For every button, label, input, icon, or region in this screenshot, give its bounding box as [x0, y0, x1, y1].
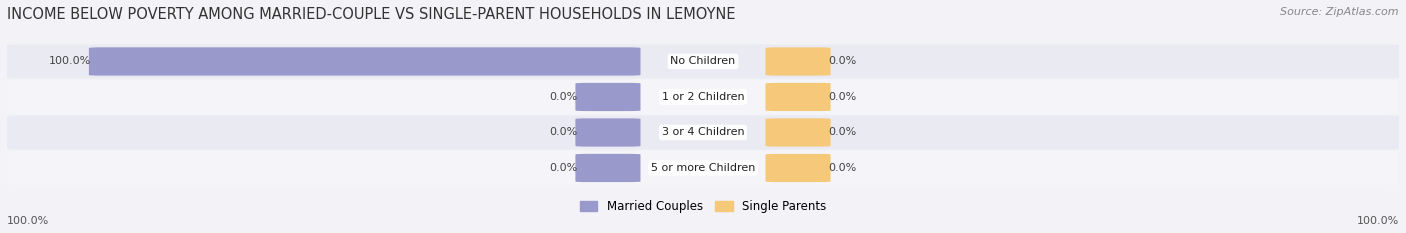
FancyBboxPatch shape — [765, 118, 831, 147]
FancyBboxPatch shape — [765, 47, 831, 75]
FancyBboxPatch shape — [575, 154, 641, 182]
Text: 100.0%: 100.0% — [7, 216, 49, 226]
Text: 0.0%: 0.0% — [550, 163, 578, 173]
Legend: Married Couples, Single Parents: Married Couples, Single Parents — [575, 195, 831, 218]
Text: 100.0%: 100.0% — [49, 56, 91, 66]
FancyBboxPatch shape — [575, 83, 641, 111]
FancyBboxPatch shape — [7, 80, 1399, 114]
Text: 3 or 4 Children: 3 or 4 Children — [662, 127, 744, 137]
FancyBboxPatch shape — [7, 45, 1399, 79]
Text: 0.0%: 0.0% — [828, 92, 856, 102]
Text: 0.0%: 0.0% — [550, 92, 578, 102]
Text: 0.0%: 0.0% — [828, 56, 856, 66]
FancyBboxPatch shape — [765, 83, 831, 111]
FancyBboxPatch shape — [765, 154, 831, 182]
FancyBboxPatch shape — [575, 118, 641, 147]
FancyBboxPatch shape — [7, 115, 1399, 150]
Text: 0.0%: 0.0% — [828, 163, 856, 173]
Text: 0.0%: 0.0% — [828, 127, 856, 137]
FancyBboxPatch shape — [7, 151, 1399, 185]
Text: Source: ZipAtlas.com: Source: ZipAtlas.com — [1281, 7, 1399, 17]
Text: 5 or more Children: 5 or more Children — [651, 163, 755, 173]
FancyBboxPatch shape — [89, 47, 641, 75]
Text: 100.0%: 100.0% — [1357, 216, 1399, 226]
Text: 1 or 2 Children: 1 or 2 Children — [662, 92, 744, 102]
Text: INCOME BELOW POVERTY AMONG MARRIED-COUPLE VS SINGLE-PARENT HOUSEHOLDS IN LEMOYNE: INCOME BELOW POVERTY AMONG MARRIED-COUPL… — [7, 7, 735, 22]
Text: 0.0%: 0.0% — [550, 127, 578, 137]
Text: No Children: No Children — [671, 56, 735, 66]
